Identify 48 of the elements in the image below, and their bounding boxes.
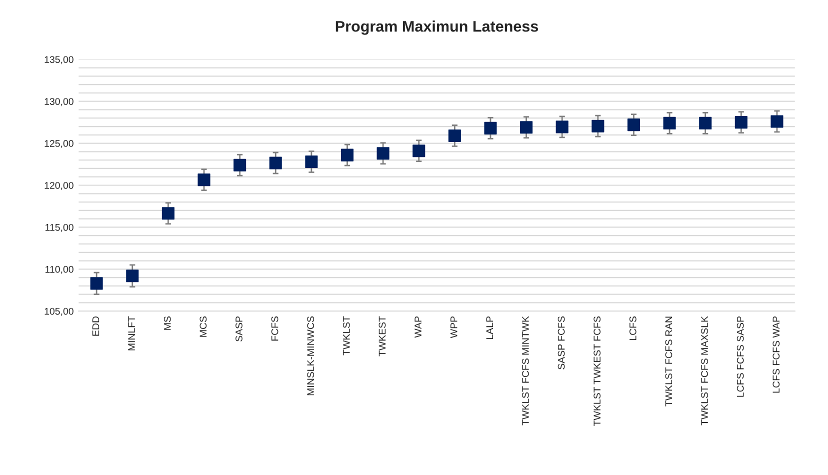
point bbox=[556, 120, 568, 134]
x-tick-label: SASP FCFS bbox=[558, 316, 565, 370]
x-tick-label: LCFS FCFS SASP bbox=[736, 316, 744, 397]
y-tick-label: 110,00 bbox=[46, 266, 74, 274]
point bbox=[340, 148, 354, 162]
point bbox=[412, 144, 426, 158]
point bbox=[376, 147, 390, 160]
x-tick-label: MCS bbox=[200, 316, 207, 337]
point bbox=[90, 277, 103, 290]
x-tick-label: LCFS FCFS WAP bbox=[772, 316, 780, 393]
point bbox=[162, 207, 174, 220]
x-tick-label: TWKLST FCFS MINTWK bbox=[522, 316, 529, 426]
point bbox=[198, 174, 210, 186]
x-tick-label: WPP bbox=[450, 316, 458, 338]
point bbox=[269, 156, 282, 170]
x-tick-label: MINSLK-MINWCS bbox=[307, 316, 314, 396]
x-tick-label: TWKEST bbox=[378, 316, 386, 356]
y-tick-label: 115,00 bbox=[46, 224, 74, 232]
x-tick-label: TWKLST bbox=[342, 316, 350, 356]
x-tick-label: TWKLST TWKEST FCFS bbox=[594, 316, 601, 426]
point bbox=[592, 120, 604, 132]
x-tick-label: FCFS bbox=[271, 316, 278, 341]
point bbox=[734, 116, 748, 129]
point bbox=[699, 116, 712, 130]
x-tick-label: LCFS bbox=[629, 316, 636, 340]
y-tick-label: 135,00 bbox=[44, 56, 74, 64]
x-tick-label: TWKLST FCFS MAXSLK bbox=[701, 316, 708, 426]
x-tick-label: WAP bbox=[414, 316, 422, 338]
point bbox=[663, 116, 676, 130]
x-tick-label: LALP bbox=[486, 316, 493, 339]
point bbox=[770, 115, 784, 128]
x-tick-label: EDD bbox=[92, 316, 100, 336]
y-tick-label: 105,00 bbox=[44, 308, 74, 316]
point bbox=[484, 122, 497, 134]
point bbox=[627, 118, 640, 132]
x-tick-label: MINLFT bbox=[128, 316, 135, 350]
point bbox=[520, 121, 533, 134]
point bbox=[234, 158, 246, 172]
chart-title: Program Maximun Lateness bbox=[336, 20, 538, 35]
y-tick-label: 125,00 bbox=[44, 140, 74, 148]
x-tick-label: TWKLST FCFS RAN bbox=[665, 316, 672, 406]
y-tick-label: 120,00 bbox=[44, 182, 74, 190]
point bbox=[448, 129, 461, 142]
x-tick-label: MS bbox=[164, 316, 171, 330]
point bbox=[305, 155, 318, 168]
x-tick-label: SASP bbox=[236, 316, 242, 342]
point bbox=[126, 270, 139, 282]
y-tick-label: 130,00 bbox=[44, 98, 74, 106]
